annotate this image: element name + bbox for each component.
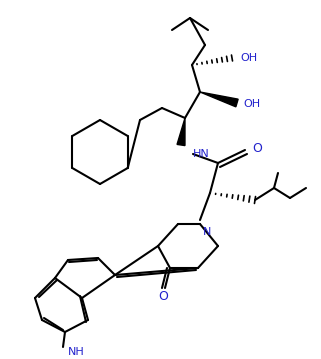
Text: NH: NH <box>68 347 85 357</box>
Polygon shape <box>200 92 238 107</box>
Text: HN: HN <box>193 149 210 159</box>
Text: OH: OH <box>240 53 257 63</box>
Text: O: O <box>158 290 168 303</box>
Text: N: N <box>203 227 211 237</box>
Text: O: O <box>252 141 262 154</box>
Text: OH: OH <box>243 99 260 109</box>
Polygon shape <box>177 118 185 146</box>
